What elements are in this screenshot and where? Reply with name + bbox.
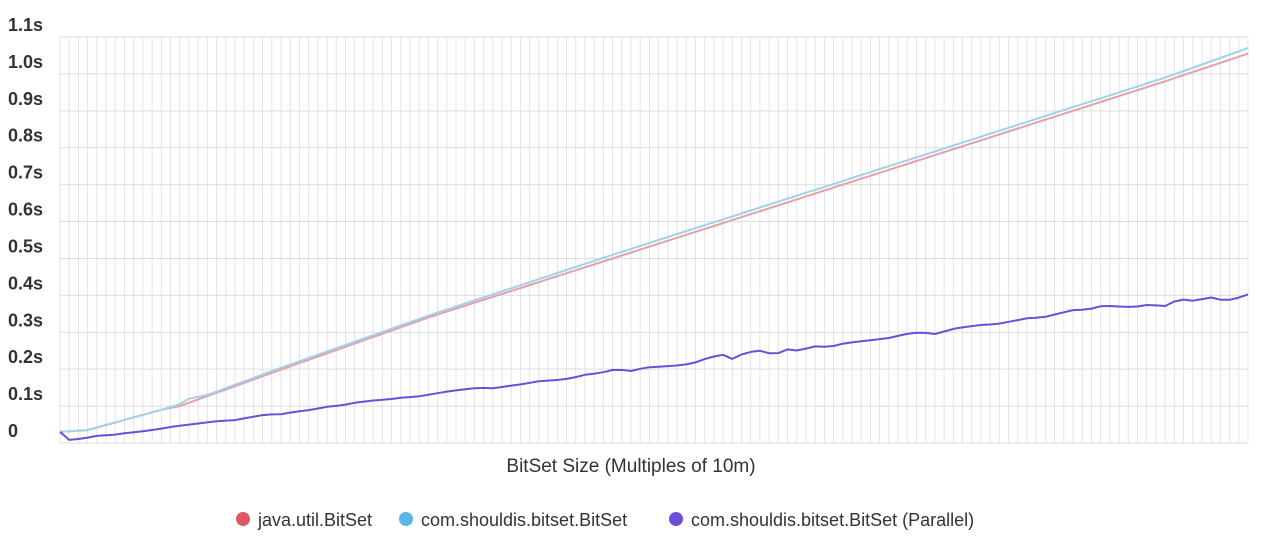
legend-swatch bbox=[236, 512, 250, 526]
y-tick-label: 1.0s bbox=[8, 52, 43, 72]
gridlines bbox=[59, 36, 1249, 444]
legend-item-0[interactable]: java.util.BitSet bbox=[236, 510, 372, 530]
legend-label: java.util.BitSet bbox=[257, 510, 372, 530]
y-tick-label: 0.1s bbox=[8, 384, 43, 404]
y-tick-label: 0.8s bbox=[8, 126, 43, 146]
y-tick-label: 0.5s bbox=[8, 236, 43, 256]
legend-item-1[interactable]: com.shouldis.bitset.BitSet bbox=[399, 510, 627, 530]
y-tick-label: 0.9s bbox=[8, 89, 43, 109]
legend: java.util.BitSet com.shouldis.bitset.BitS… bbox=[236, 510, 974, 530]
y-tick-label: 1.1s bbox=[8, 15, 43, 35]
y-tick-label: 0.6s bbox=[8, 200, 43, 220]
legend-label: com.shouldis.bitset.BitSet (Parallel) bbox=[691, 510, 974, 530]
series-line-1 bbox=[59, 47, 1249, 433]
series-line-2 bbox=[59, 293, 1249, 441]
legend-swatch bbox=[669, 512, 683, 526]
series-lines bbox=[59, 47, 1249, 441]
y-axis-ticks: 0 0.1s 0.2s 0.3s 0.4s 0.5s 0.6s 0.7s 0.8s 0.9s 1.0… bbox=[8, 15, 43, 441]
y-tick-label: 0.3s bbox=[8, 310, 43, 330]
y-tick-label: 0.2s bbox=[8, 347, 43, 367]
y-tick-label: 0 bbox=[8, 421, 18, 441]
legend-label: com.shouldis.bitset.BitSet bbox=[421, 510, 627, 530]
legend-swatch bbox=[399, 512, 413, 526]
y-tick-label: 0.7s bbox=[8, 163, 43, 183]
legend-item-2[interactable]: com.shouldis.bitset.BitSet (Parallel) bbox=[669, 510, 974, 530]
y-tick-label: 0.4s bbox=[8, 273, 43, 293]
series-line-0 bbox=[59, 52, 1249, 433]
x-axis-title: BitSet Size (Multiples of 10m) bbox=[506, 456, 755, 477]
